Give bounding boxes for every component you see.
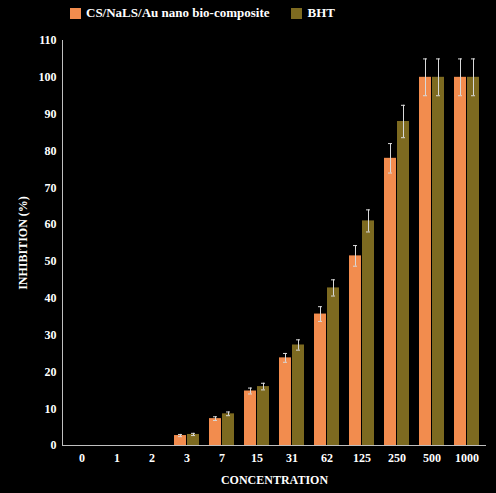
html-text:BHT: BHT	[307, 5, 335, 20]
svg-text:500: 500	[423, 451, 441, 465]
svg-text:20: 20	[45, 365, 57, 379]
svg-text:60: 60	[45, 217, 57, 231]
svg-text:0: 0	[79, 451, 85, 465]
svg-text:62: 62	[321, 451, 333, 465]
svg-text:70: 70	[45, 181, 57, 195]
svg-text:15: 15	[251, 451, 263, 465]
svg-text:CONCENTRATION: CONCENTRATION	[221, 473, 328, 487]
svg-text:1: 1	[114, 451, 120, 465]
svg-text:40: 40	[45, 291, 57, 305]
svg-text:30: 30	[45, 328, 57, 342]
svg-text:110: 110	[39, 33, 56, 47]
svg-text:2: 2	[149, 451, 155, 465]
svg-text:50: 50	[45, 254, 57, 268]
svg-text:31: 31	[286, 451, 298, 465]
svg-text:1000: 1000	[455, 451, 479, 465]
svg-text:INHIBITION (%): INHIBITION (%)	[16, 196, 30, 290]
svg-text:90: 90	[45, 107, 57, 121]
svg-text:7: 7	[219, 451, 225, 465]
svg-text:3: 3	[184, 451, 190, 465]
svg-text:80: 80	[45, 144, 57, 158]
svg-text:125: 125	[353, 451, 371, 465]
svg-text:250: 250	[388, 451, 406, 465]
svg-text:10: 10	[45, 402, 57, 416]
svg-text:100: 100	[39, 70, 57, 84]
svg-text:0: 0	[51, 438, 57, 452]
html-text:CS/NaLS/Au nano bio-composite: CS/NaLS/Au nano bio-composite	[86, 5, 270, 20]
